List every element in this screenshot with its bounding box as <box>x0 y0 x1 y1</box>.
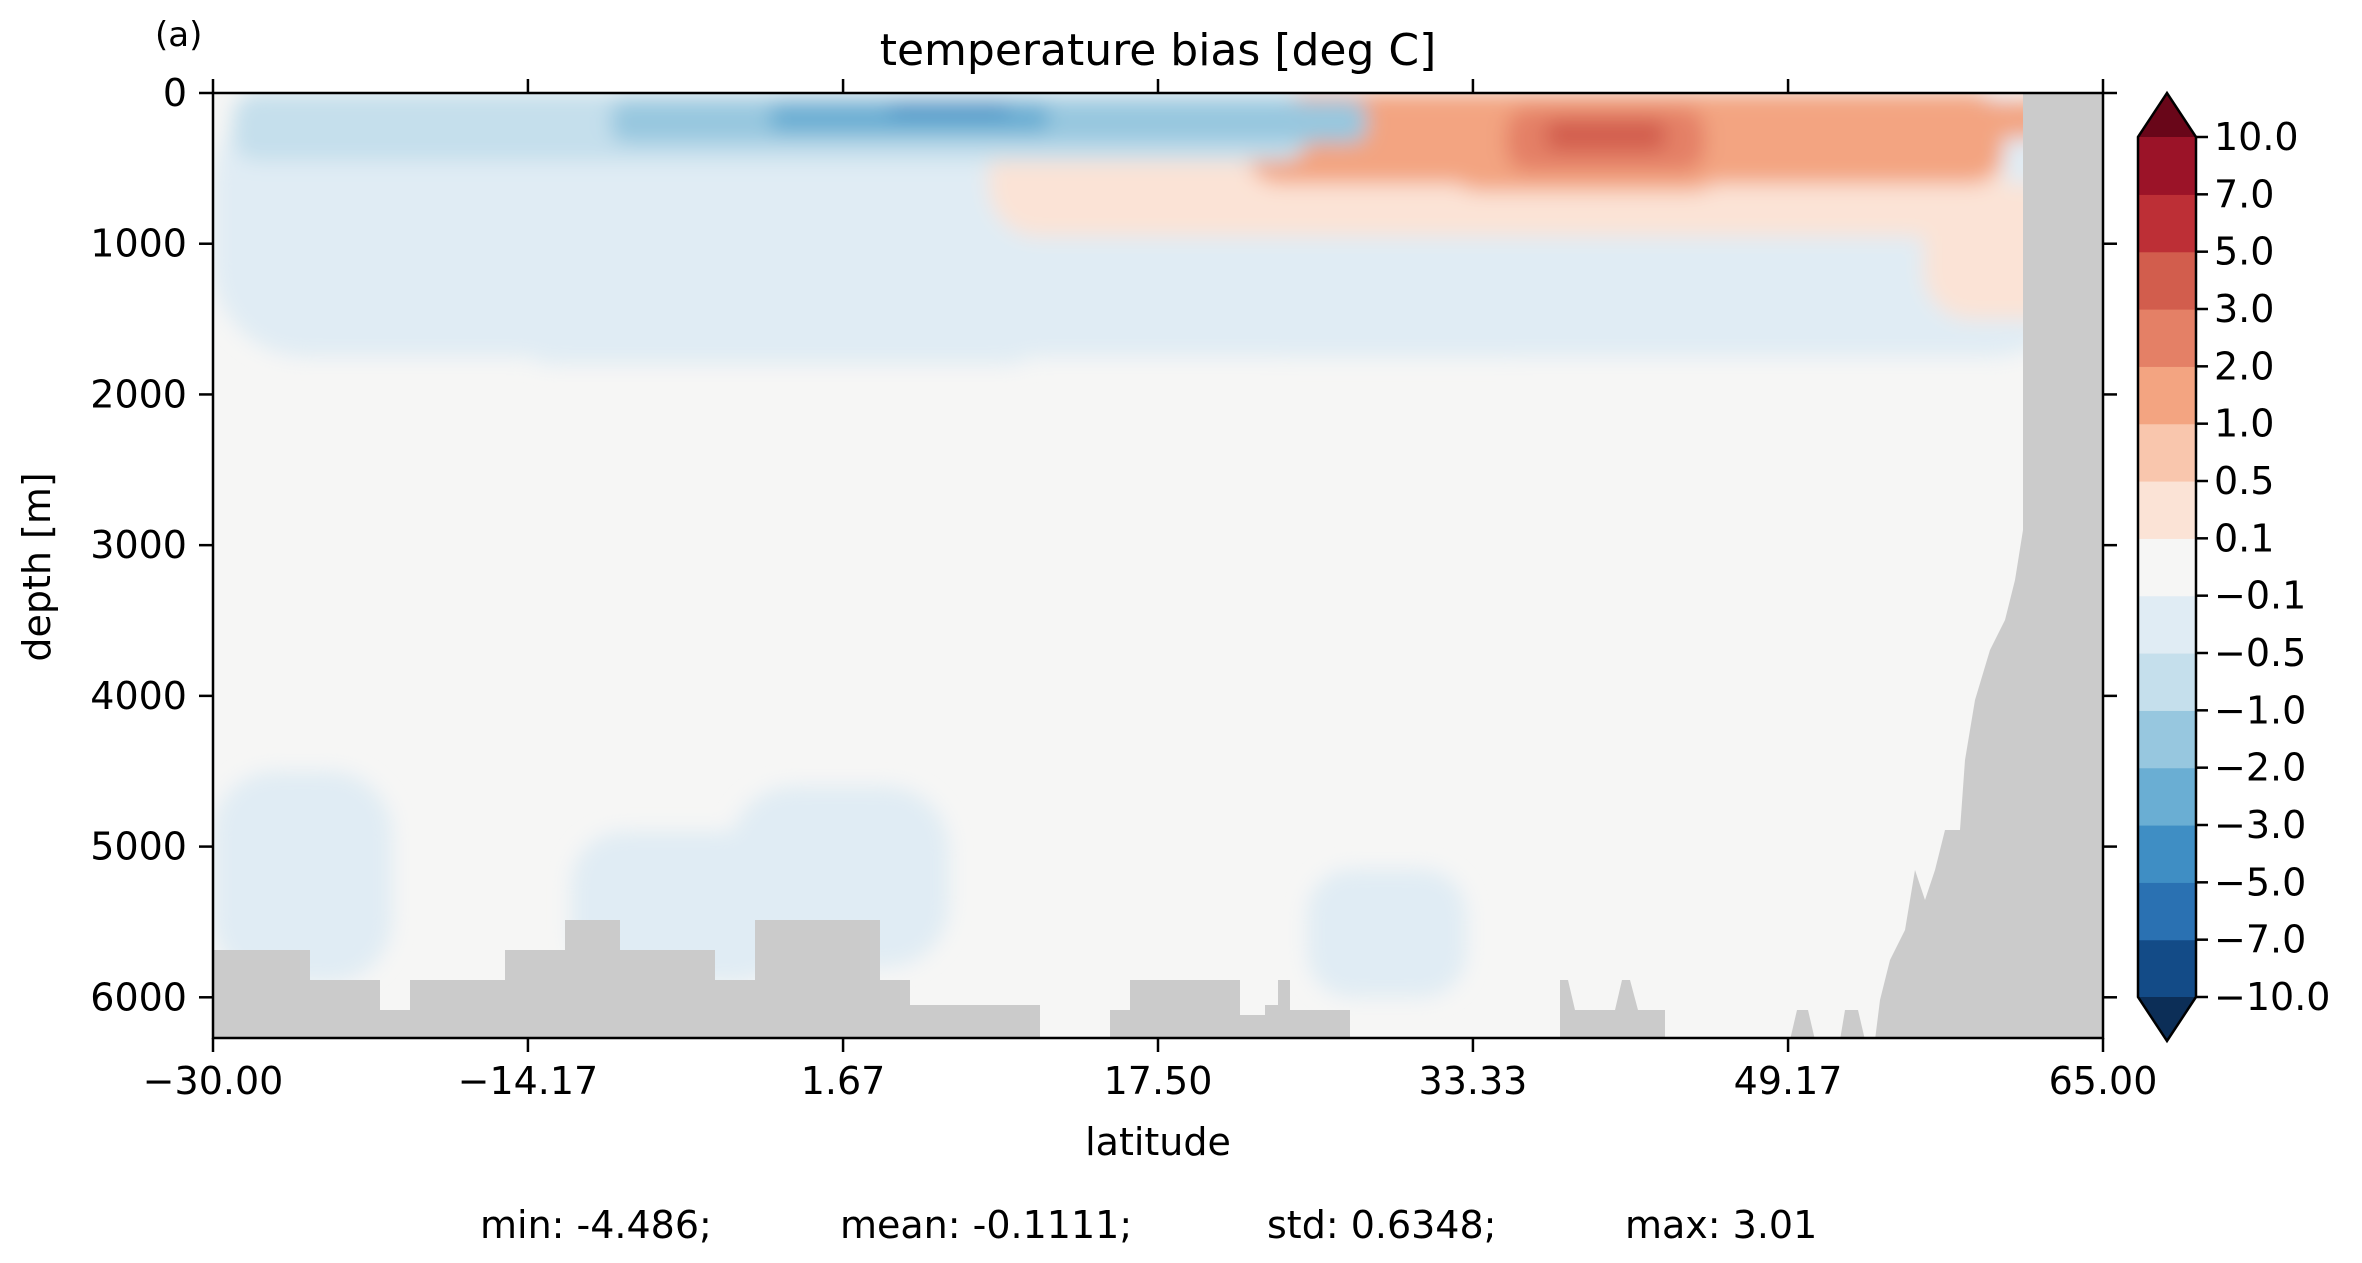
colorbar-tick-label: −3.0 <box>2214 803 2306 847</box>
colorbar-tick-label: −0.1 <box>2214 574 2306 618</box>
anomaly-region-8 <box>1167 123 1328 139</box>
y-tick-label: 4000 <box>90 674 187 718</box>
x-axis: −30.00 −14.17 1.67 17.50 33.33 49.17 65.00 <box>143 79 2158 1103</box>
colorbar-segment <box>2138 939 2196 998</box>
panel-label: (a) <box>155 15 202 55</box>
anomaly-region-15 <box>213 771 393 983</box>
colorbar-tick-label: 10.0 <box>2214 115 2299 159</box>
colorbar-tick-label: −0.5 <box>2214 631 2306 675</box>
colorbar-tick-label: 7.0 <box>2214 172 2274 216</box>
colorbar-segment <box>2138 366 2196 425</box>
y-tick-label: 1000 <box>90 222 187 266</box>
colorbar-tick-label: 0.5 <box>2214 459 2274 503</box>
y-tick-label: 0 <box>163 71 187 115</box>
colorbar-tick-label: −10.0 <box>2214 975 2330 1019</box>
anomaly-region-12 <box>1764 100 2084 139</box>
anomaly-region-13 <box>511 243 1049 365</box>
colorbar-segment <box>2138 481 2196 539</box>
y-tick-label: 3000 <box>90 523 187 567</box>
y-tick-label: 2000 <box>90 372 187 416</box>
y-tick-label: 6000 <box>90 975 187 1019</box>
y-tick-label: 5000 <box>90 825 187 869</box>
colorbar-tick-label: −1.0 <box>2214 688 2306 732</box>
land-north-slope <box>1875 93 2103 1038</box>
anomaly-region-17 <box>571 831 790 983</box>
anomaly-region-14 <box>1247 251 1546 357</box>
colorbar-segment <box>2138 194 2196 253</box>
y-axis-label: depth [m] <box>15 472 59 661</box>
x-tick-label: −30.00 <box>143 1059 284 1103</box>
stat-mean: mean: -0.1111; <box>840 1203 1132 1247</box>
anomaly-region-18 <box>1307 869 1467 998</box>
anomaly-region-11 <box>1545 120 1666 151</box>
x-tick-label: 65.00 <box>2049 1059 2158 1103</box>
colorbar-segment <box>2138 882 2196 941</box>
colorbar-tick-label: −7.0 <box>2214 918 2306 962</box>
stat-min: min: -4.486; <box>480 1203 712 1247</box>
colorbar-tick-label: 5.0 <box>2214 230 2274 274</box>
colorbar-tick-label: 3.0 <box>2214 287 2274 331</box>
colorbar-segment <box>2138 767 2196 826</box>
colorbar-segment <box>2138 653 2196 711</box>
colorbar-under-arrow <box>2138 997 2196 1041</box>
colorbar-segment <box>2138 423 2196 482</box>
plot-area: −30.00 −14.17 1.67 17.50 33.33 49.17 65.00 0 10… <box>90 71 2157 1103</box>
colorbar-segment <box>2138 538 2196 597</box>
colorbar-segment <box>2138 137 2196 195</box>
colorbar-tick-label: −2.0 <box>2214 746 2306 790</box>
anomaly-region-7 <box>889 103 1009 116</box>
stat-max: max: 3.01 <box>1625 1203 1817 1247</box>
colorbar-over-arrow <box>2138 93 2196 137</box>
land-bottom <box>213 920 1865 1038</box>
y-axis: 0 1000 2000 3000 4000 5000 6000 <box>90 71 2117 1019</box>
colorbar-tick-label: 0.1 <box>2214 516 2274 560</box>
colorbar-tick-label: 2.0 <box>2214 344 2274 388</box>
x-tick-label: 49.17 <box>1734 1059 1843 1103</box>
colorbar-tick-label: 1.0 <box>2214 402 2274 446</box>
colorbar-tick-label: −5.0 <box>2214 860 2306 904</box>
x-tick-label: −14.17 <box>458 1059 599 1103</box>
colorbar: −10.0 −7.0 −5.0 −3.0 −2.0 −1.0 −0.5 −0.1 0.1 0.5 1… <box>2136 90 2330 1044</box>
x-tick-label: 17.50 <box>1104 1059 1213 1103</box>
colorbar-segment <box>2138 251 2196 310</box>
x-tick-label: 1.67 <box>801 1059 886 1103</box>
x-tick-label: 33.33 <box>1419 1059 1528 1103</box>
colorbar-segment <box>2138 595 2196 654</box>
colorbar-segment <box>2138 825 2196 883</box>
anomaly-layer <box>213 93 2084 1028</box>
chart-title: temperature bias [deg C] <box>880 25 1437 76</box>
colorbar-segment <box>2138 309 2196 367</box>
land-mask <box>213 93 2103 1038</box>
x-axis-label: latitude <box>1085 1120 1231 1164</box>
stats-line: min: -4.486; mean: -0.1111; std: 0.6348;… <box>480 1203 1817 1247</box>
stat-std: std: 0.6348; <box>1267 1203 1496 1247</box>
colorbar-segment <box>2138 710 2196 769</box>
